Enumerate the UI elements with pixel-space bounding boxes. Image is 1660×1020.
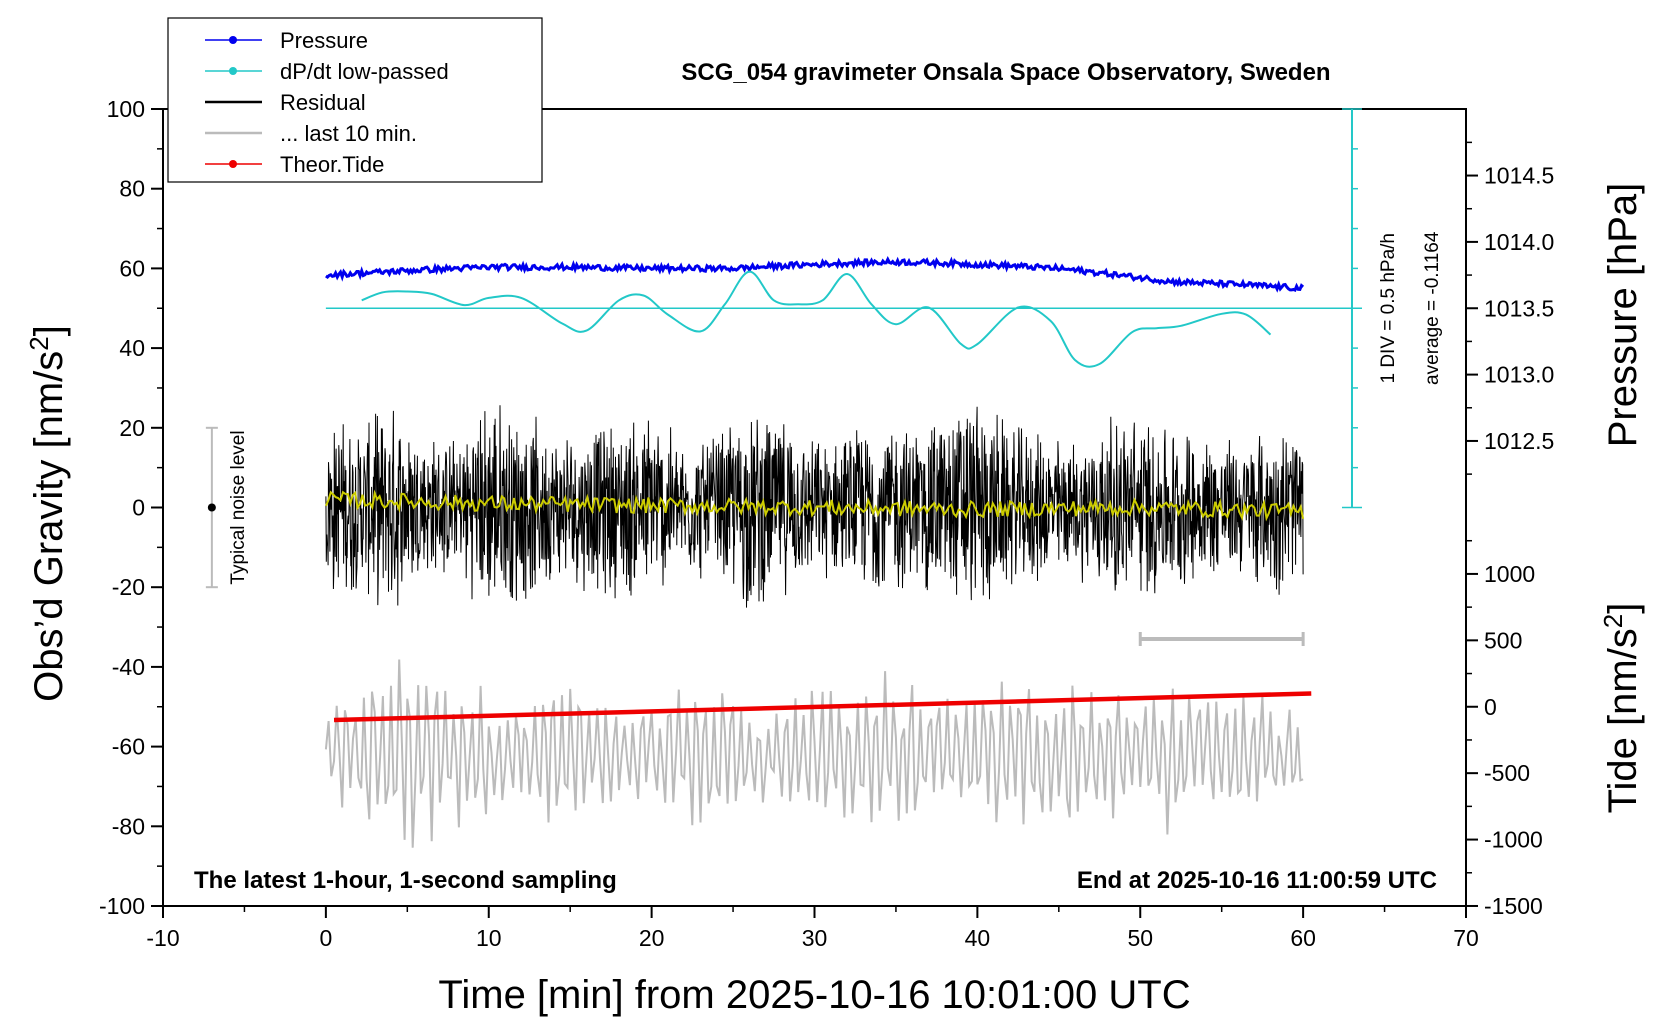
legend-marker — [229, 160, 237, 168]
series-pressure-line — [325, 256, 1305, 293]
y-axis-label-left-sup: 2 — [24, 336, 54, 350]
y-tick-label: 0 — [132, 495, 145, 521]
series — [324, 256, 1312, 848]
annotation-end-time: End at 2025-10-16 11:00:59 UTC — [1077, 867, 1437, 894]
noise-bar-center — [207, 503, 216, 512]
dpdt-div-label: 1 DIV = 0.5 hPa/h — [1378, 233, 1399, 384]
axes: -10 0 10 20 30 40 50 60 70100806040200-20-40-60-… — [99, 96, 1554, 951]
legend-label: Theor.Tide — [280, 152, 384, 177]
y-tick-label: -40 — [112, 654, 145, 680]
y-tick-label: 20 — [119, 415, 145, 441]
noise-level-bar: Typical noise level — [205, 426, 249, 589]
y-axis-label-tide-sup: 2 — [1598, 614, 1628, 628]
x-tick-label: 20 — [639, 925, 665, 951]
x-tick-label: 30 — [802, 925, 828, 951]
legend-marker — [229, 67, 237, 75]
pressure-tick-label: 1012.5 — [1484, 428, 1554, 454]
legend-label: Pressure — [280, 28, 368, 53]
legend-label: dP/dt low-passed — [280, 59, 449, 84]
series-last-10-min-line — [324, 659, 1304, 848]
pressure-tick-label: 1014.0 — [1484, 229, 1554, 255]
legend-label: Residual — [280, 90, 366, 115]
series-dpdt-line — [361, 270, 1272, 368]
y-axis-label-left-close: ] — [27, 325, 71, 336]
annotation-sampling: The latest 1-hour, 1-second sampling — [194, 867, 617, 894]
x-tick-label: 0 — [319, 925, 332, 951]
series-residual-lowpass-line — [324, 489, 1305, 522]
y-tick-label: 60 — [119, 255, 145, 281]
x-tick-label: 70 — [1453, 925, 1479, 951]
dpdt-scale: 1 DIV = 0.5 hPa/h average = -0.1164 — [325, 108, 1443, 509]
y-axis-label-left-main: Obs’d Gravity [nm/s — [27, 351, 71, 702]
y-axis-label-tide-close: ] — [1601, 603, 1645, 614]
y-tick-label: -80 — [112, 813, 145, 839]
series-theor-tide-line — [333, 691, 1312, 723]
legend-label: ... last 10 min. — [280, 121, 417, 146]
tide-tick-label: -1500 — [1484, 893, 1543, 919]
tide-tick-label: 1000 — [1484, 561, 1535, 587]
chart-title: SCG_054 gravimeter Onsala Space Observat… — [681, 59, 1330, 86]
dpdt-average-label: average = -0.1164 — [1422, 231, 1443, 385]
legend: Pressure dP/dt low-passed Residual ... last… — [167, 17, 543, 183]
y-tick-label: -60 — [112, 734, 145, 760]
y-axis-label-tide: Tide [nm/s2] — [1598, 603, 1645, 814]
y-axis-label-pressure: Pressure [hPa] — [1601, 183, 1645, 448]
x-tick-label: 40 — [965, 925, 991, 951]
y-tick-label: -20 — [112, 574, 145, 600]
tide-tick-label: 500 — [1484, 627, 1522, 653]
x-tick-label: 10 — [476, 925, 502, 951]
tide-tick-label: -500 — [1484, 760, 1530, 786]
x-axis-label: Time [min] from 2025-10-16 10:01:00 UTC — [438, 973, 1190, 1017]
legend-box — [167, 17, 543, 183]
y-axis-label-left: Obs’d Gravity [nm/s2] — [24, 325, 71, 702]
pressure-tick-label: 1014.5 — [1484, 163, 1554, 189]
x-tick-label: 60 — [1290, 925, 1316, 951]
x-tick-label: -10 — [146, 925, 179, 951]
tide-tick-label: 0 — [1484, 694, 1497, 720]
legend-marker — [229, 36, 237, 44]
y-tick-label: 40 — [119, 335, 145, 361]
y-tick-label: 100 — [107, 96, 145, 122]
y-tick-label: -100 — [99, 893, 145, 919]
series-residual-line — [325, 405, 1304, 608]
pressure-tick-label: 1013.0 — [1484, 362, 1554, 388]
y-tick-label: 80 — [119, 176, 145, 202]
pressure-tick-label: 1013.5 — [1484, 295, 1554, 321]
y-axis-label-tide-main: Tide [nm/s — [1601, 628, 1645, 813]
x-tick-label: 50 — [1127, 925, 1153, 951]
noise-bar-label: Typical noise level — [228, 430, 249, 584]
tide-tick-label: -1000 — [1484, 827, 1543, 853]
